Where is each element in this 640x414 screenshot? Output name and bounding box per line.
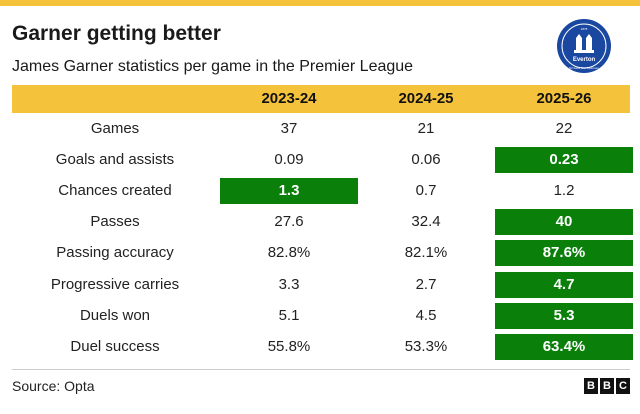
table-header-band	[12, 85, 630, 113]
crest-year: 1878	[581, 27, 588, 31]
table-cell: 3.3	[278, 276, 300, 293]
column-header-2024-25: 2024-25	[398, 90, 454, 107]
table-cell: 0.06	[411, 151, 441, 168]
footer-divider	[12, 369, 630, 370]
table-row: Progressive carries 3.3 2.7 4.7	[12, 270, 633, 300]
table-row: Chances created 1.3 0.7 1.2	[12, 176, 630, 206]
table-cell: 82.1%	[404, 244, 448, 261]
crest-motto: Nil Satis Nisi Optimum	[569, 66, 599, 70]
bbc-logo-letter: B	[584, 378, 598, 394]
row-label: Games	[90, 120, 140, 137]
table-cell: 0.09	[274, 151, 304, 168]
table-cell: 5.3	[495, 303, 633, 329]
column-header-2025-26: 2025-26	[536, 90, 592, 107]
table-row: Passes 27.6 32.4 40	[12, 207, 633, 237]
row-label: Progressive carries	[50, 276, 180, 293]
source-note: Source: Opta	[12, 378, 95, 394]
table-cell: 1.3	[220, 178, 358, 204]
table-cell: 40	[495, 209, 633, 235]
row-label: Goals and assists	[55, 151, 175, 168]
everton-crest-icon: Everton Nil Satis Nisi Optimum 1878	[557, 19, 611, 73]
table-row: Games 37 21 22	[12, 114, 630, 144]
table-cell: 55.8%	[267, 338, 311, 355]
column-header-2023-24: 2023-24	[261, 90, 317, 107]
row-label: Passing accuracy	[56, 244, 174, 261]
table-cell: 2.7	[415, 276, 437, 293]
bbc-logo: B B C	[584, 378, 630, 394]
top-accent-bar	[0, 0, 640, 6]
table-cell: 0.7	[415, 182, 437, 199]
chart-subtitle: James Garner statistics per game in the …	[12, 58, 414, 75]
row-label: Passes	[90, 213, 140, 230]
bbc-logo-letter: B	[600, 378, 614, 394]
table-cell: 4.5	[415, 307, 437, 324]
row-label: Chances created	[58, 182, 172, 199]
table-row: Duel success 55.8% 53.3% 63.4%	[12, 332, 633, 362]
table-cell: 63.4%	[495, 334, 633, 360]
crest-text: Everton	[573, 57, 596, 63]
table-cell: 82.8%	[267, 244, 311, 261]
table-cell: 5.1	[278, 307, 300, 324]
table-cell: 22	[555, 120, 573, 137]
table-cell: 1.2	[553, 182, 575, 199]
table-cell: 87.6%	[495, 240, 633, 266]
table-cell: 27.6	[274, 213, 304, 230]
row-label: Duels won	[79, 307, 151, 324]
bbc-logo-letter: C	[616, 378, 630, 394]
table-row: Goals and assists 0.09 0.06 0.23	[12, 145, 633, 175]
table-cell: 32.4	[411, 213, 441, 230]
table-cell: 4.7	[495, 272, 633, 298]
table-row: Duels won 5.1 4.5 5.3	[12, 301, 633, 331]
table-cell: 0.23	[495, 147, 633, 173]
table-cell: 37	[280, 120, 298, 137]
table-cell: 21	[417, 120, 435, 137]
table-cell: 53.3%	[404, 338, 448, 355]
chart-title: Garner getting better	[12, 22, 221, 45]
table-row: Passing accuracy 82.8% 82.1% 87.6%	[12, 238, 633, 268]
row-label: Duel success	[70, 338, 160, 355]
